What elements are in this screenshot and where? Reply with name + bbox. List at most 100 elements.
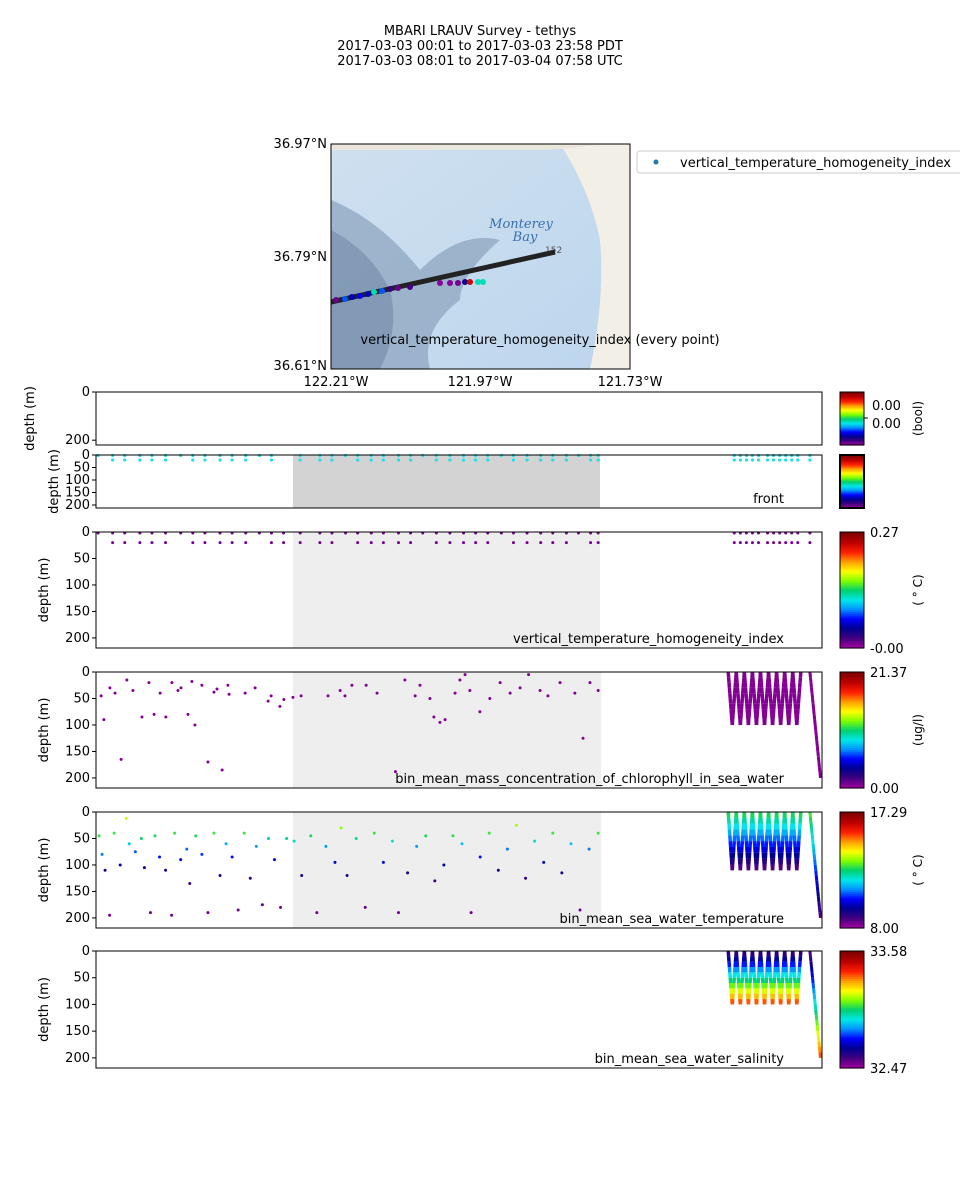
- panel-title: bin_mean_mass_concentration_of_chlorophy…: [395, 772, 784, 787]
- map-sample-point: [447, 280, 453, 286]
- data-point: [318, 458, 321, 461]
- final-dive-segment: [815, 860, 816, 865]
- data-point: [164, 869, 167, 872]
- final-dive-segment: [816, 1015, 817, 1020]
- data-point: [796, 541, 799, 544]
- panel-title: front: [753, 492, 784, 507]
- data-point: [444, 718, 447, 721]
- data-point: [243, 832, 246, 835]
- data-point: [766, 458, 769, 461]
- final-dive-segment: [819, 762, 820, 767]
- data-point: [231, 458, 234, 461]
- night-shading: [293, 532, 600, 648]
- final-dive-segment: [815, 720, 816, 725]
- final-dive-segment: [819, 907, 820, 912]
- lat-tick: 36.61°N: [274, 359, 327, 374]
- final-dive-segment: [814, 854, 815, 859]
- data-point: [350, 684, 353, 687]
- data-point: [111, 541, 114, 544]
- final-dive-segment: [812, 693, 813, 698]
- data-point: [270, 458, 273, 461]
- data-point: [397, 911, 400, 914]
- data-point: [370, 458, 373, 461]
- final-dive-segment: [818, 751, 819, 756]
- data-point: [153, 834, 156, 837]
- data-point: [200, 684, 203, 687]
- final-dive-segment: [819, 1047, 820, 1052]
- y-tick-label: 100: [65, 718, 90, 733]
- final-dive-segment: [817, 886, 818, 891]
- final-dive-segment: [816, 876, 817, 881]
- map-sample-point: [480, 279, 486, 285]
- data-point: [588, 848, 591, 851]
- data-point: [409, 541, 412, 544]
- data-point: [757, 541, 760, 544]
- data-point: [327, 694, 330, 697]
- data-point: [255, 845, 258, 848]
- lon-tick: 122.21°W: [304, 375, 369, 390]
- data-point: [219, 874, 222, 877]
- data-point: [188, 882, 191, 885]
- axes-frame: [96, 392, 822, 445]
- data-point: [185, 848, 188, 851]
- final-dive-segment: [817, 1020, 818, 1025]
- data-point: [451, 834, 454, 837]
- data-point: [267, 837, 270, 840]
- legend-marker: [654, 160, 659, 165]
- data-point: [179, 858, 182, 861]
- data-point: [370, 541, 373, 544]
- map-sample-point: [349, 294, 355, 300]
- panel-title: bin_mean_sea_water_salinity: [595, 1052, 785, 1067]
- y-tick-label: 200: [65, 498, 90, 513]
- data-point: [212, 691, 215, 694]
- data-point: [739, 541, 742, 544]
- colorbar: 21.370.00(ug/l): [840, 666, 925, 797]
- data-point: [733, 458, 736, 461]
- data-point: [153, 713, 156, 716]
- final-dive-segment: [813, 704, 814, 709]
- y-tick-label: 0: [82, 525, 90, 540]
- data-point: [119, 863, 122, 866]
- final-dive-segment: [818, 1036, 819, 1041]
- data-point: [194, 834, 197, 837]
- data-point: [778, 541, 781, 544]
- data-point: [270, 541, 273, 544]
- y-axis-label: depth (m): [37, 838, 52, 903]
- final-dive-segment: [818, 1031, 819, 1036]
- data-point: [282, 698, 285, 701]
- data-point: [751, 541, 754, 544]
- y-tick-label: 200: [65, 433, 90, 448]
- data-point: [200, 853, 203, 856]
- data-point: [745, 541, 748, 544]
- y-tick-label: 50: [73, 971, 90, 986]
- data-point: [267, 700, 270, 703]
- y-axis-label: depth (m): [23, 386, 38, 451]
- panel-title: bin_mean_sea_water_temperature: [560, 912, 784, 927]
- data-point: [772, 458, 775, 461]
- colorbar-min-label: 8.00: [870, 922, 899, 937]
- data-point: [461, 842, 464, 845]
- data-point: [102, 718, 105, 721]
- data-point: [448, 541, 451, 544]
- data-point: [433, 879, 436, 882]
- data-point: [191, 541, 194, 544]
- data-point: [249, 877, 252, 880]
- data-point: [428, 697, 431, 700]
- data-point: [355, 837, 358, 840]
- data-point: [330, 458, 333, 461]
- map-sample-point: [437, 280, 443, 286]
- colorbar-max-label: 0.27: [870, 526, 899, 541]
- colorbar-max-label: 17.29: [870, 806, 907, 821]
- data-point: [343, 694, 346, 697]
- final-dive-segment: [817, 741, 818, 746]
- data-point: [403, 678, 406, 681]
- data-point: [488, 832, 491, 835]
- data-point: [244, 458, 247, 461]
- final-dive-segment: [820, 773, 821, 778]
- y-axis-label: depth (m): [37, 558, 52, 623]
- final-dive-segment: [816, 870, 817, 875]
- final-dive-segment: [817, 746, 818, 751]
